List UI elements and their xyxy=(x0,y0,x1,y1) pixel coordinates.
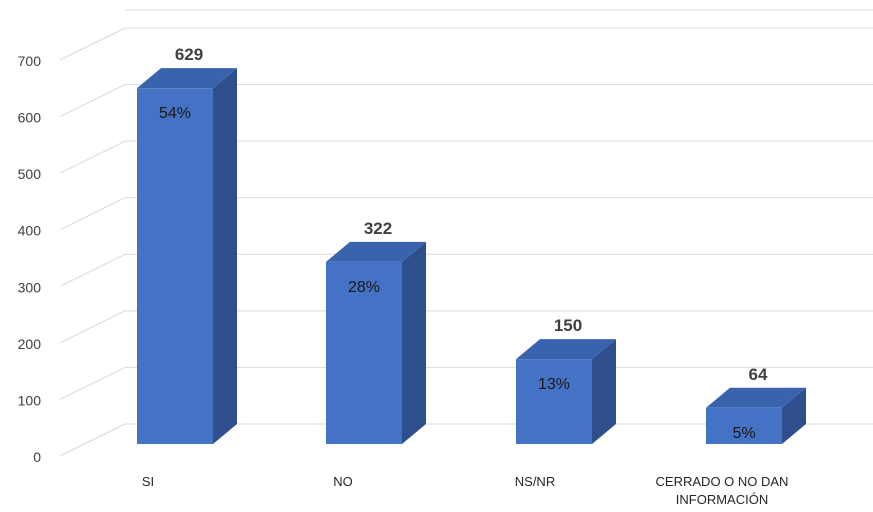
bar-front xyxy=(706,407,782,444)
gridline-diagonal xyxy=(59,253,126,287)
percent-label: 5% xyxy=(732,425,755,442)
gridline-diagonal xyxy=(59,140,126,174)
percent-label: 28% xyxy=(348,279,380,296)
y-tick-label: 400 xyxy=(18,223,42,239)
bar-2: 322 28% xyxy=(326,219,426,444)
bar-side xyxy=(213,68,237,445)
bar-front xyxy=(516,359,592,444)
bar-side xyxy=(592,339,616,444)
y-tick-label: 100 xyxy=(18,392,42,408)
bar-top xyxy=(706,387,806,408)
y-tick-label: 700 xyxy=(18,53,42,69)
y-tick-label: 600 xyxy=(18,110,42,126)
gridline-diagonal xyxy=(59,366,126,400)
bars: 629 54% 322 28% 150 13% 64 5% xyxy=(137,45,806,445)
bar-4: 64 5% xyxy=(706,365,806,444)
x-tick-label: SI xyxy=(142,474,154,489)
percent-label: 13% xyxy=(538,376,570,393)
bar-side xyxy=(402,241,426,444)
bar-top xyxy=(137,68,237,89)
bar-3: 150 13% xyxy=(516,316,616,444)
value-label: 322 xyxy=(364,219,392,238)
y-tick-label: 300 xyxy=(18,279,42,295)
bar-top xyxy=(326,241,426,262)
gridline-diagonal xyxy=(59,310,126,344)
y-tick-label: 500 xyxy=(18,166,42,182)
value-label: 64 xyxy=(749,365,768,384)
x-tick-label: NO xyxy=(333,474,353,489)
bar-top xyxy=(516,339,616,360)
gridline-diagonal xyxy=(59,197,126,231)
y-tick-label: 0 xyxy=(33,449,41,465)
y-axis: 0 100 200 300 400 500 600 700 xyxy=(18,53,42,465)
value-label: 629 xyxy=(175,45,203,64)
percent-label: 54% xyxy=(159,105,191,122)
gridline-diagonal xyxy=(59,27,126,61)
gridline-diagonal xyxy=(59,423,126,457)
bar-side xyxy=(782,387,806,444)
bar-1: 629 54% xyxy=(137,45,237,445)
bar-front xyxy=(326,261,402,444)
y-tick-label: 200 xyxy=(18,336,42,352)
gridline-diagonal xyxy=(59,84,126,118)
x-axis: SI NO NS/NR CERRADO O NO DAN INFORMACIÓN xyxy=(142,474,789,507)
bar-front xyxy=(137,88,213,445)
value-label: 150 xyxy=(554,316,582,335)
gridlines xyxy=(59,9,873,457)
x-tick-label: CERRADO O NO DAN INFORMACIÓN xyxy=(656,474,789,507)
x-tick-label: NS/NR xyxy=(515,474,555,489)
